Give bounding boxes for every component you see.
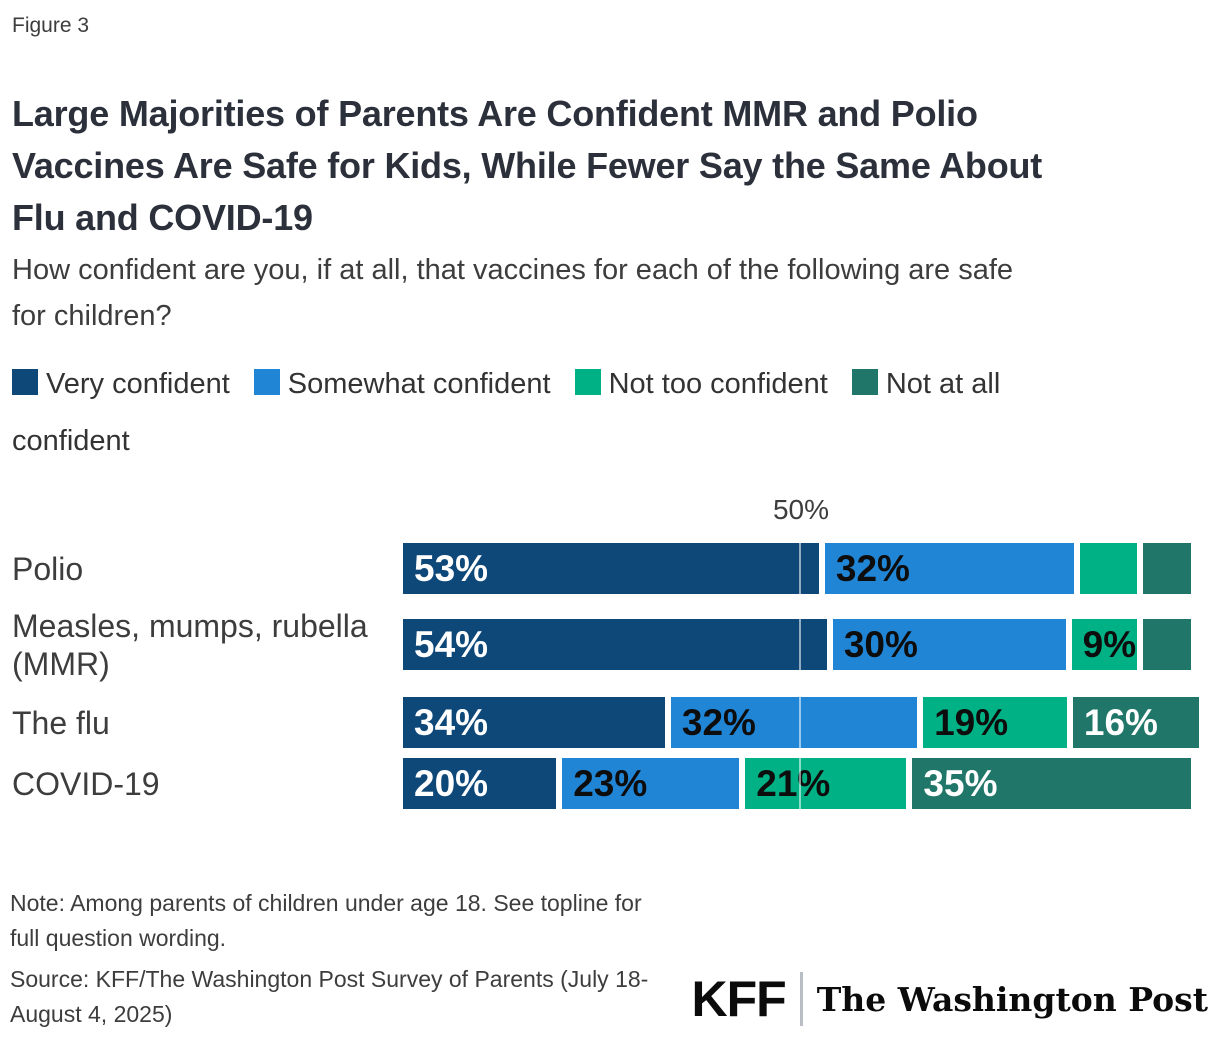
- text-line: Large Majorities of Parents Are Confiden…: [12, 93, 978, 135]
- text-line: full question wording.: [10, 925, 227, 951]
- gridline-50: [799, 697, 801, 748]
- legend-item-somewhat-confident: Somewhat confident: [253, 368, 551, 400]
- text-line: Vaccines Are Safe for Kids, While Fewer …: [12, 145, 1043, 187]
- bar-track: 34% 32% 19% 16%: [403, 697, 1199, 748]
- source-text: Source: KFF/The Washington Post Survey o…: [10, 962, 648, 1032]
- text-line: Note: Among parents of children under ag…: [10, 890, 642, 916]
- category-label: Polio: [12, 550, 84, 587]
- category-label: COVID-19: [12, 765, 160, 802]
- bar-segment-not-at-all-confident: 16%: [1072, 697, 1199, 748]
- legend-label: Somewhat confident: [287, 368, 551, 400]
- legend-label: Not at all confident: [12, 368, 1001, 457]
- bar-segment-somewhat-confident: 32%: [670, 697, 924, 748]
- figure-title: Large Majorities of Parents Are Confiden…: [12, 88, 1202, 244]
- gridline-50: [799, 758, 801, 809]
- bar-segment-not-at-all-confident: 35%: [912, 758, 1192, 809]
- gridline-50: [799, 619, 801, 670]
- text-line: for children?: [12, 300, 172, 332]
- category-label: The flu: [12, 704, 110, 741]
- legend-label: Very confident: [46, 368, 230, 400]
- figure-subtitle: How confident are you, if at all, that v…: [12, 247, 1202, 339]
- bar-segment-not-at-all-confident: [1143, 619, 1191, 670]
- bar-segment-not-at-all-confident: [1143, 543, 1192, 594]
- legend-item-very-confident: Very confident: [12, 368, 230, 400]
- gridline-50: [799, 543, 801, 594]
- legend-swatch-icon: [12, 369, 38, 395]
- figure-label: Figure 3: [12, 14, 90, 37]
- bar-segment-somewhat-confident: 23%: [562, 758, 746, 809]
- text-line: How confident are you, if at all, that v…: [12, 254, 1014, 286]
- legend-item-not-at-all-confident: Not at all confident: [12, 368, 1000, 457]
- bar-segment-very-confident: 54%: [403, 619, 833, 670]
- bar-track: 54% 30% 9%: [403, 619, 1199, 670]
- legend-swatch-icon: [851, 369, 878, 395]
- washington-post-logo: The Washington Post: [816, 979, 1208, 1019]
- text-line: Source: KFF/The Washington Post Survey o…: [10, 966, 649, 992]
- bar-segment-very-confident: 53%: [403, 543, 825, 594]
- bar-row-covid-19: COVID-19 20% 23% 21% 35%: [0, 758, 1199, 809]
- stacked-bar-chart: 50% Polio 53% 32% Measles, mumps, rubella (…: [0, 488, 1220, 828]
- legend-swatch-icon: [574, 369, 601, 395]
- bar-row-the-flu: The flu 34% 32% 19% 16%: [0, 697, 1199, 748]
- bar-segment-somewhat-confident: 30%: [832, 619, 1072, 670]
- axis-tick-50: 50%: [772, 494, 830, 525]
- text-line: Flu and COVID-19: [12, 197, 313, 239]
- bar-segment-not-too-confident: [1079, 543, 1144, 594]
- logo-row: KFF The Washington Post: [692, 970, 1208, 1028]
- legend: Very confident Somewhat confident Not too …: [12, 356, 1142, 470]
- legend-swatch-icon: [253, 369, 280, 395]
- bar-segment-very-confident: 34%: [403, 697, 671, 748]
- kff-logo: KFF: [691, 971, 787, 1027]
- bar-segment-very-confident: 20%: [403, 758, 563, 809]
- bar-row-polio: Polio 53% 32%: [0, 543, 1199, 594]
- bar-track: 53% 32%: [403, 543, 1199, 594]
- bar-track: 20% 23% 21% 35%: [403, 758, 1199, 809]
- bar-segment-not-too-confident: 9%: [1071, 619, 1144, 670]
- bar-row-measles-mumps-rubella-mmr: Measles, mumps, rubella (MMR) 54% 30% 9%: [0, 608, 1199, 682]
- bar-segment-somewhat-confident: 32%: [824, 543, 1080, 594]
- category-label: Measles, mumps, rubella (MMR): [12, 607, 368, 682]
- bar-segment-not-too-confident: 21%: [745, 758, 913, 809]
- legend-item-not-too-confident: Not too confident: [574, 368, 828, 400]
- text-line: August 4, 2025): [10, 1001, 173, 1027]
- legend-label: Not too confident: [608, 368, 828, 400]
- bar-segment-not-too-confident: 19%: [923, 697, 1073, 748]
- note-text: Note: Among parents of children under ag…: [10, 886, 642, 956]
- logo-divider: [799, 972, 803, 1026]
